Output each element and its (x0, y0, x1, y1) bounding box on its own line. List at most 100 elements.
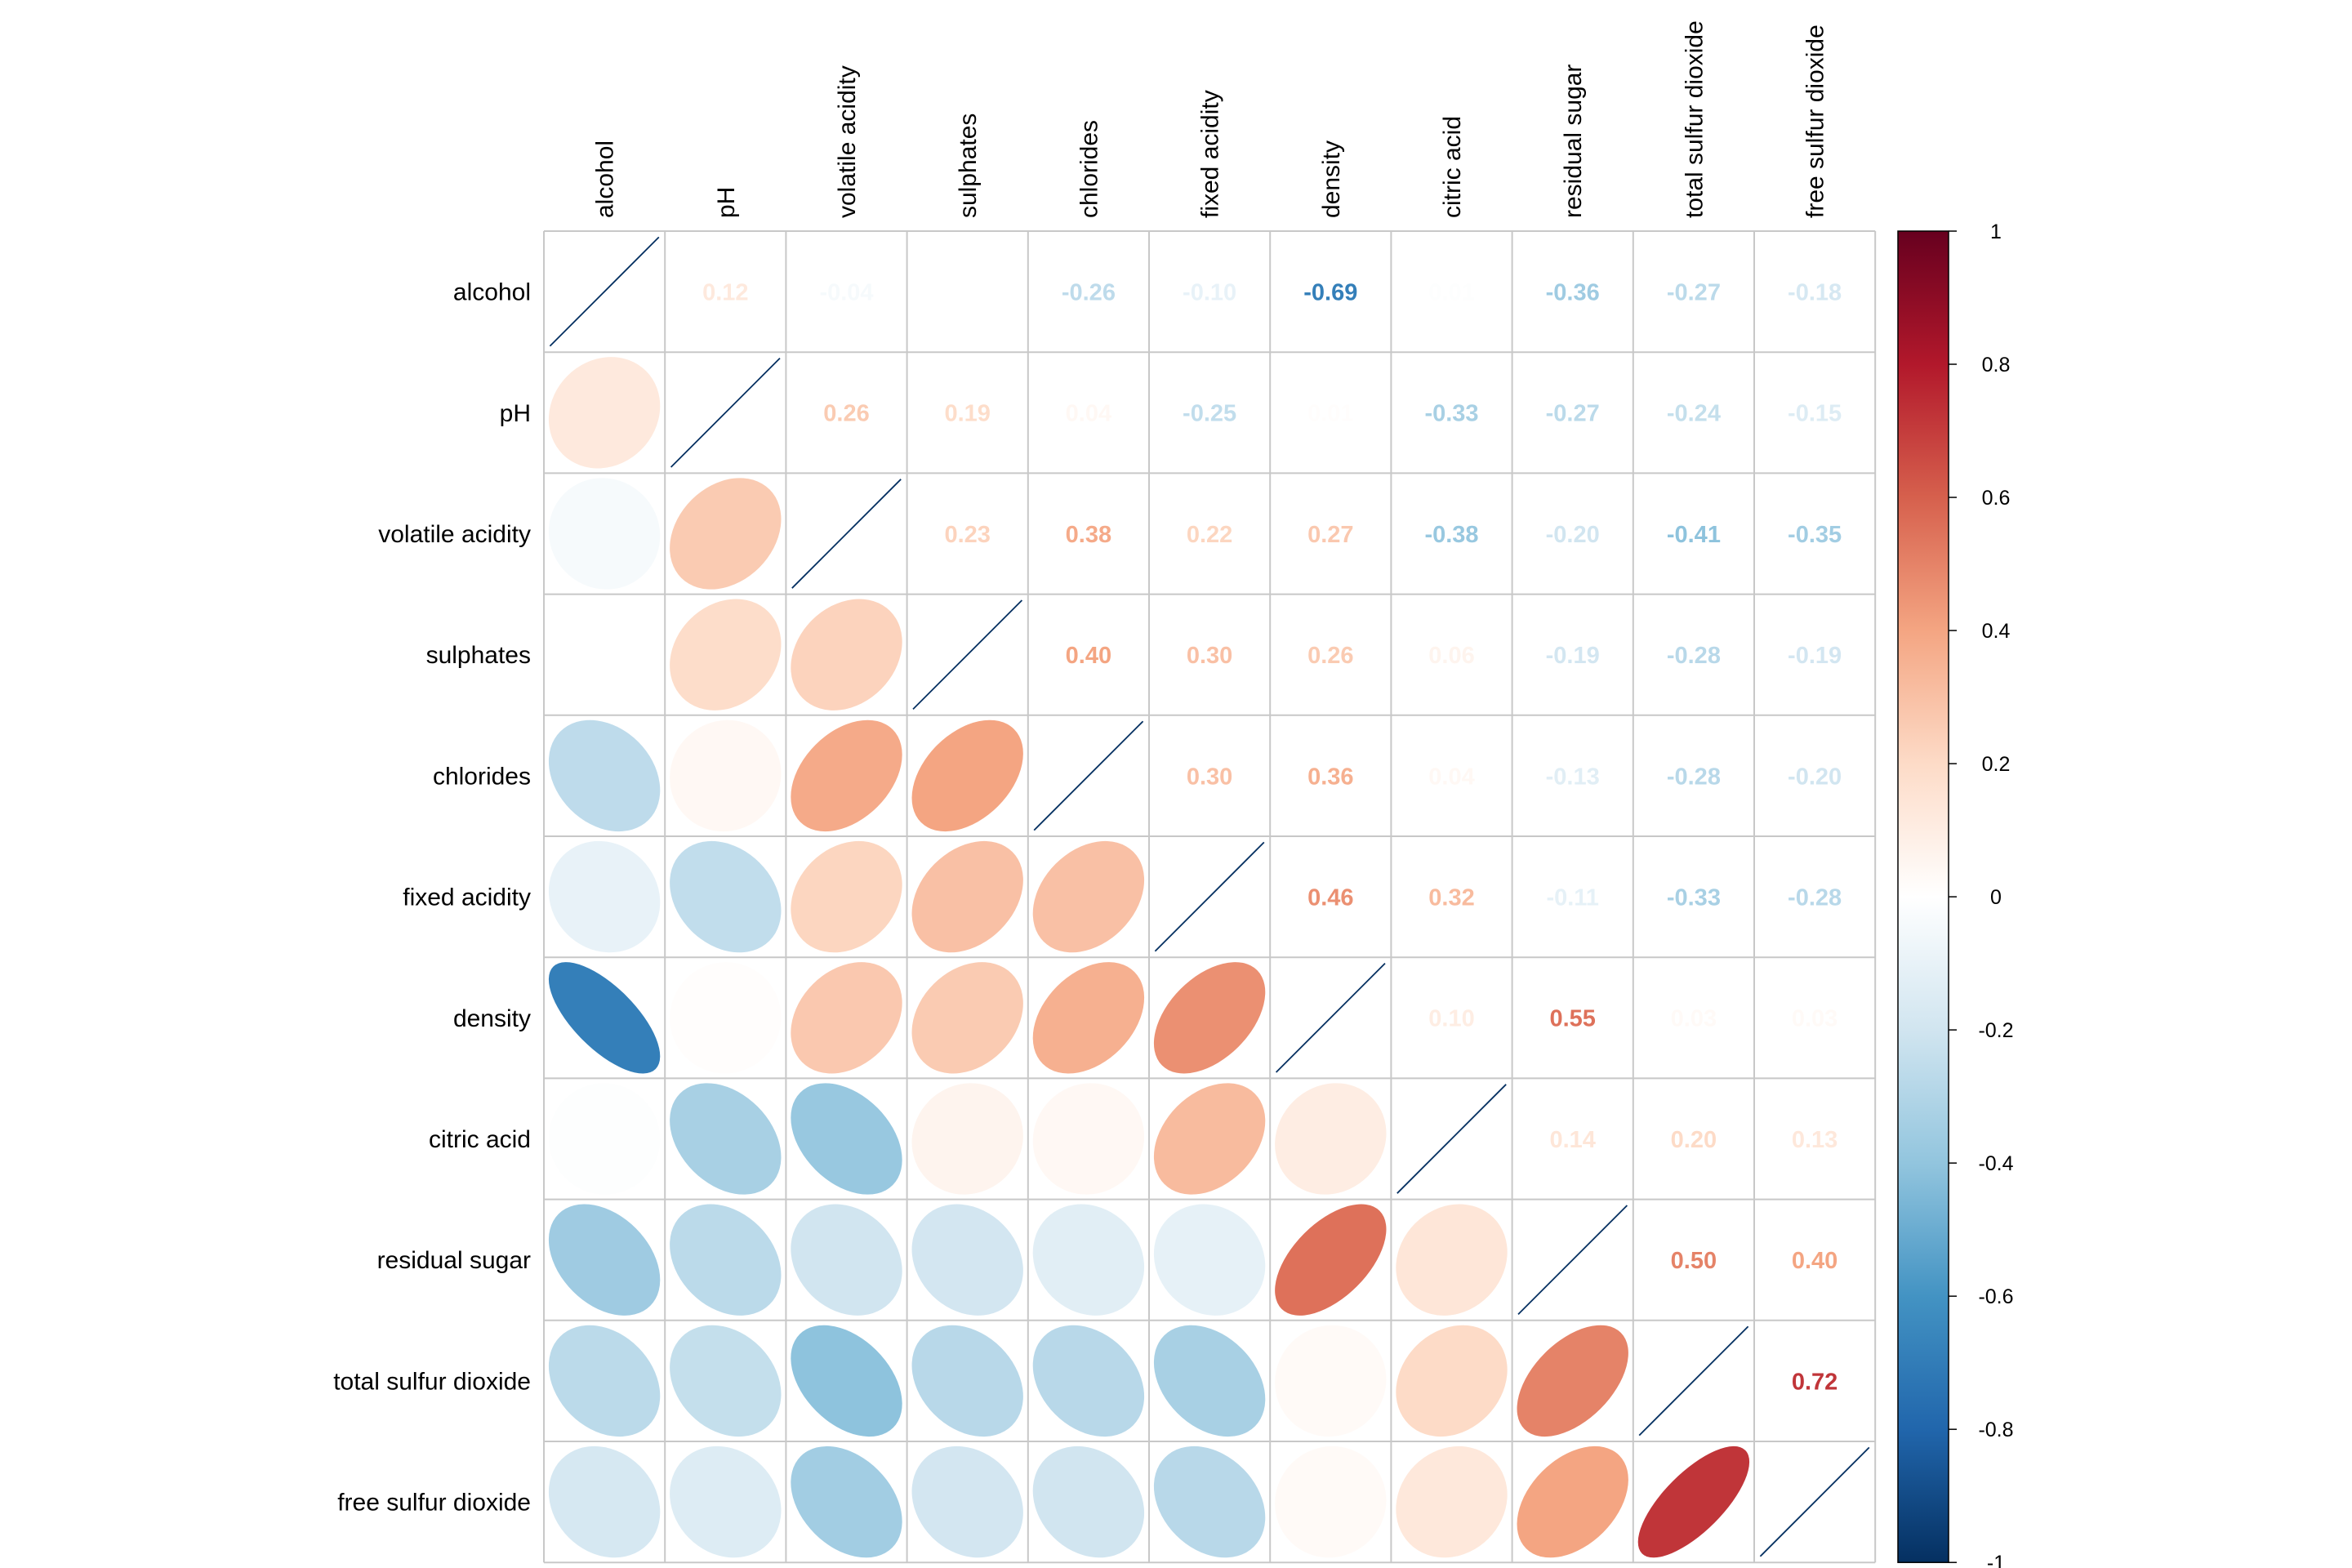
diagonal-line (549, 236, 660, 347)
row-label: sulphates (426, 642, 531, 669)
correlation-value: 0.30 (1187, 764, 1232, 790)
row-label: pH (500, 400, 531, 427)
correlation-ellipse (1517, 1325, 1628, 1437)
diagonal-line (1154, 841, 1265, 952)
diagonal-line (912, 599, 1023, 710)
correlation-ellipse (791, 1083, 902, 1195)
correlation-value: -0.11 (1546, 885, 1599, 911)
correlation-ellipse (911, 719, 1023, 832)
correlation-value: 0.36 (1307, 764, 1353, 790)
correlation-value: -0.24 (1667, 401, 1721, 427)
colorbar-tick-label: 0.4 (1982, 620, 2011, 643)
row-label: density (453, 1005, 531, 1032)
colorbar-gradient (1897, 230, 1949, 1563)
correlation-ellipse (1153, 1446, 1266, 1558)
correlation-value: 0.13 (1792, 1127, 1838, 1153)
correlation-value: 0.22 (1187, 522, 1232, 548)
correlation-ellipse (1637, 1446, 1750, 1558)
diagonal-line (670, 357, 781, 468)
colorbar-tick-label: 0.8 (1982, 354, 2011, 376)
correlation-ellipse (1032, 1204, 1145, 1316)
correlation-value: -0.33 (1424, 401, 1478, 427)
correlation-ellipse (791, 962, 902, 1074)
column-labels: alcohol pH volatile acidity sulphates chlori… (592, 20, 1829, 218)
correlation-ellipse (670, 478, 782, 590)
correlation-ellipse (911, 1325, 1023, 1437)
correlation-value: -0.18 (1788, 280, 1842, 306)
correlation-value: 0.46 (1307, 885, 1353, 911)
diagonal-line (1396, 1084, 1507, 1194)
correlation-ellipse (791, 599, 902, 710)
correlation-ellipse (548, 1083, 661, 1195)
correlation-ellipse (548, 599, 661, 710)
row-label: chlorides (433, 763, 531, 790)
correlation-value: -0.10 (1183, 280, 1236, 306)
correlation-value: 0.38 (1066, 522, 1111, 548)
correlation-value: -0.28 (1667, 643, 1721, 669)
row-label: alcohol (453, 279, 531, 306)
correlation-value: 0.27 (1307, 522, 1353, 548)
correlation-ellipse (1153, 962, 1266, 1074)
column-label: density (1318, 140, 1345, 218)
correlation-ellipse (670, 1446, 782, 1558)
correlation-ellipse (1032, 1446, 1145, 1558)
colorbar-tick-label: -1 (1987, 1552, 2005, 1568)
correlation-value: 0.26 (1307, 643, 1353, 669)
correlation-value: -0.28 (1788, 885, 1842, 911)
correlation-ellipse (548, 478, 661, 590)
correlation-value: 0.72 (1792, 1369, 1838, 1395)
correlation-ellipse (548, 1446, 661, 1558)
column-label: fixed acidity (1197, 90, 1224, 218)
correlation-value: 0.04 (1066, 401, 1111, 427)
colorbar-tick-label: 0.2 (1982, 753, 2011, 776)
correlation-ellipse (1153, 1325, 1266, 1437)
correlation-ellipse (1153, 1083, 1266, 1195)
correlation-value: 0.40 (1792, 1248, 1838, 1274)
correlation-value: 0.06 (1428, 643, 1474, 669)
correlation-value: -0.20 (1788, 764, 1842, 790)
correlation-ellipse (670, 840, 782, 953)
correlation-value: 0.30 (1187, 643, 1232, 669)
correlation-value: 0.55 (1549, 1006, 1595, 1032)
correlation-value: 0.01 (1428, 280, 1474, 306)
correlation-ellipse (1275, 1325, 1387, 1437)
row-label: volatile acidity (378, 521, 531, 548)
correlation-ellipse (1275, 1204, 1387, 1316)
correlation-ellipse (670, 599, 782, 710)
correlation-ellipse (911, 962, 1023, 1074)
correlation-value: -0.13 (1546, 764, 1600, 790)
column-label: pH (713, 187, 740, 218)
correlation-value: -0.38 (1424, 522, 1478, 548)
colorbar-tick-label: -0.4 (1978, 1152, 2013, 1175)
correlation-ellipse (1396, 1446, 1508, 1558)
diagonal-line (1033, 720, 1144, 831)
matrix-grid (543, 230, 1877, 1564)
correlation-value: 0.32 (1428, 885, 1474, 911)
colorbar-tick-label: 0.6 (1982, 487, 2011, 510)
correlation-value: -0.36 (1546, 280, 1600, 306)
column-label: free sulfur dioxide (1802, 24, 1829, 218)
correlation-ellipse (1153, 1204, 1266, 1316)
correlation-ellipse (670, 1204, 782, 1316)
correlation-ellipse (548, 1204, 661, 1316)
correlation-ellipse (1032, 1083, 1145, 1195)
column-label: citric acid (1439, 116, 1466, 218)
correlation-value: 0.01 (1307, 401, 1353, 427)
column-label: volatile acidity (834, 65, 861, 218)
correlation-value: -0.19 (1546, 643, 1600, 669)
colorbar-tick-label: -0.8 (1978, 1419, 2013, 1441)
correlation-ellipse (911, 1083, 1023, 1195)
correlation-value: -0.69 (1303, 280, 1357, 306)
matrix-cells: 0.12 -0.04 -0.26 -0.10 -0.69 0.01 -0.36 -0.27 -0… (548, 236, 1870, 1558)
correlation-value: -0.26 (1062, 280, 1116, 306)
correlation-ellipse (1275, 1446, 1387, 1558)
correlation-ellipse (911, 840, 1023, 953)
correlation-value: -0.19 (1788, 643, 1842, 669)
column-label: chlorides (1076, 120, 1102, 218)
correlation-ellipse (911, 1446, 1023, 1558)
correlation-ellipse (1517, 1446, 1628, 1558)
correlation-ellipse (548, 719, 661, 832)
correlation-value: -0.20 (1546, 522, 1600, 548)
correlation-ellipse (548, 1325, 661, 1437)
